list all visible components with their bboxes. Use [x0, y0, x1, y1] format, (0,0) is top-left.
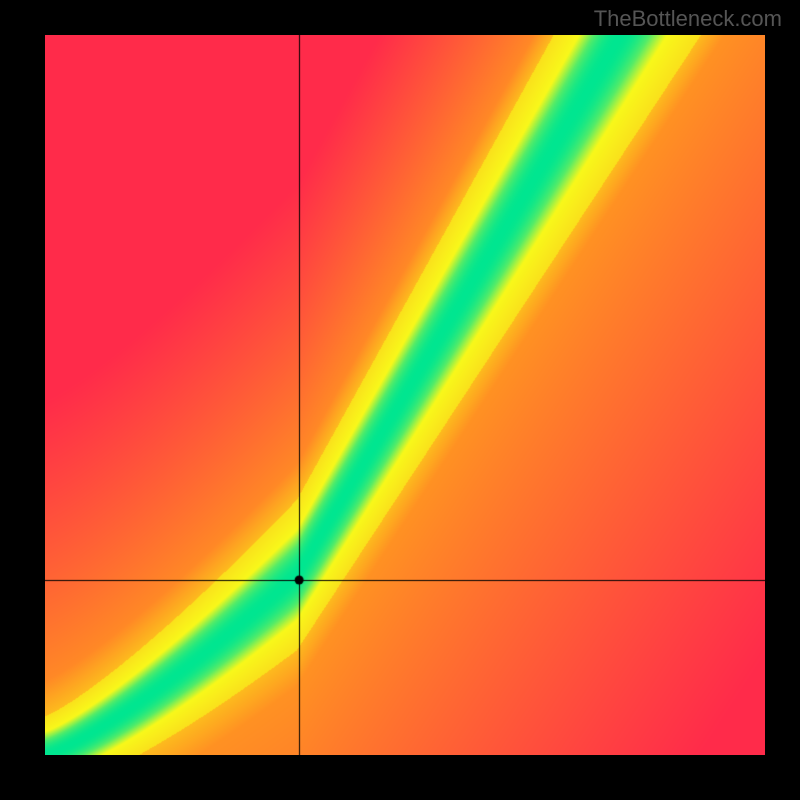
- watermark-text: TheBottleneck.com: [594, 6, 782, 32]
- chart-container: TheBottleneck.com: [0, 0, 800, 800]
- bottleneck-heatmap: [45, 35, 765, 755]
